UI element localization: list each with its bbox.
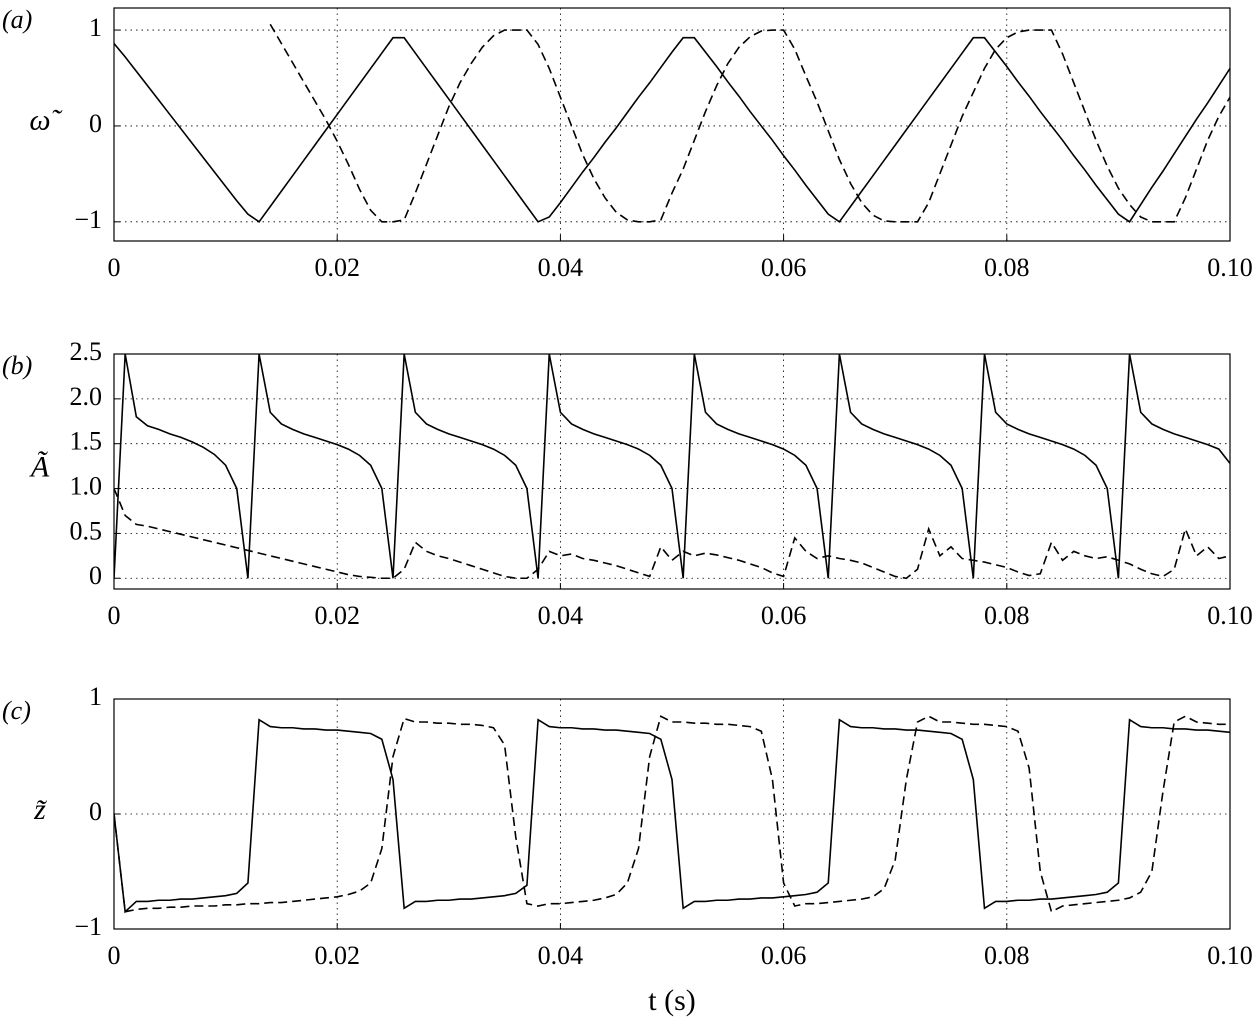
x-tick-label: 0 <box>108 601 121 630</box>
x-tick-label: 0.02 <box>314 601 360 630</box>
y-tick-label: 2.0 <box>70 382 103 411</box>
data-line <box>114 718 1230 914</box>
y-tick-label: 0.5 <box>70 516 103 545</box>
y-tick-label: 2.5 <box>70 337 103 366</box>
x-tick-label: 0.10 <box>1207 253 1253 282</box>
plot-frame <box>113 353 1231 590</box>
y-tick-label: 0 <box>89 797 102 826</box>
x-tick-label: 0.04 <box>538 941 584 970</box>
panel-label: (b) <box>2 351 32 380</box>
x-tick-label: 0.06 <box>761 253 807 282</box>
x-tick-label: 0.08 <box>984 601 1030 630</box>
y-tick-label: 0 <box>89 561 102 590</box>
y-tick-label: −1 <box>74 205 102 234</box>
x-tick-label: 0.10 <box>1207 601 1253 630</box>
x-tick-label: 0.06 <box>761 941 807 970</box>
y-tick-label: 1 <box>89 682 102 711</box>
y-tick-label: 1.0 <box>70 472 103 501</box>
plot-frame <box>113 7 1231 242</box>
x-tick-label: 0 <box>108 253 121 282</box>
y-tick-label: 1.5 <box>70 427 103 456</box>
data-line <box>114 715 1230 913</box>
y-axis-label: Ã <box>29 450 50 483</box>
x-tick-label: 0 <box>108 941 121 970</box>
x-tick-label: 0.04 <box>538 601 584 630</box>
y-tick-label: 0 <box>89 109 102 138</box>
x-tick-label: 0.04 <box>538 253 584 282</box>
panel-label: (a) <box>2 5 32 34</box>
data-line <box>114 354 1230 579</box>
data-line <box>269 23 1230 223</box>
x-tick-label: 0.06 <box>761 601 807 630</box>
data-line <box>114 36 1230 223</box>
y-tick-label: 1 <box>89 13 102 42</box>
y-tick-label: −1 <box>74 912 102 941</box>
x-tick-label: 0.08 <box>984 253 1030 282</box>
x-tick-label: 0.02 <box>314 253 360 282</box>
y-axis-label: ω̃ <box>29 103 62 136</box>
y-axis-label: z̃ <box>33 793 47 826</box>
x-tick-label: 0.08 <box>984 941 1030 970</box>
plot-frame <box>113 698 1231 930</box>
x-tick-label: 0.02 <box>314 941 360 970</box>
x-axis-label: t (s) <box>648 984 696 1017</box>
data-line <box>114 488 1230 580</box>
x-tick-label: 0.10 <box>1207 941 1253 970</box>
panel-label: (c) <box>2 696 31 725</box>
